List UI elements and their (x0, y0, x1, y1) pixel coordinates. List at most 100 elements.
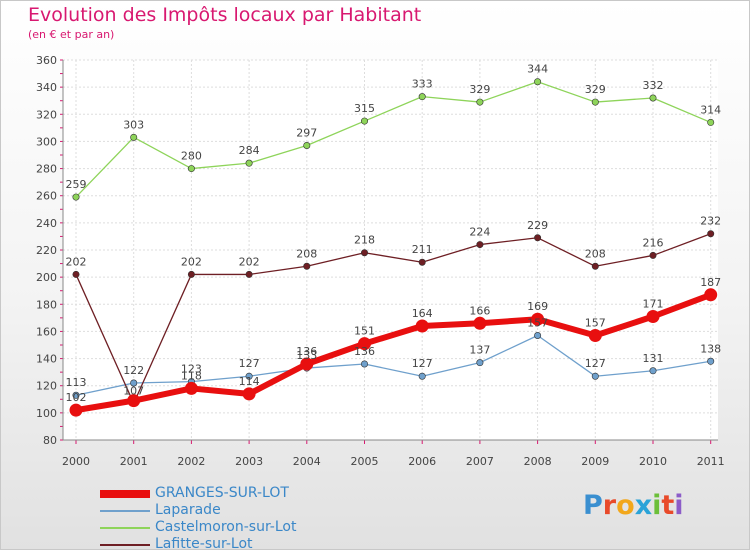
data-label: 329 (469, 83, 490, 96)
x-tick-label: 2003 (235, 455, 263, 468)
data-point (476, 359, 484, 367)
y-tick-label: 300 (36, 135, 57, 148)
chart-subtitle: (en € et par an) (28, 28, 115, 41)
data-label: 137 (469, 344, 490, 357)
x-tick-label: 2001 (120, 455, 148, 468)
data-point (300, 357, 314, 371)
legend-label: Laparade (155, 502, 221, 518)
data-point (646, 310, 660, 323)
y-tick-label: 340 (36, 81, 57, 94)
y-tick-label: 220 (36, 244, 57, 257)
data-point (588, 329, 602, 342)
data-label: 315 (354, 102, 375, 115)
data-point (245, 159, 253, 167)
data-point (649, 367, 657, 375)
data-label: 216 (643, 236, 664, 249)
x-tick-label: 2002 (177, 455, 205, 468)
y-tick-label: 260 (36, 190, 57, 203)
data-point (476, 241, 484, 249)
data-label: 208 (585, 247, 606, 260)
data-point (72, 270, 80, 278)
data-label: 122 (123, 364, 144, 377)
y-tick-label: 140 (36, 353, 57, 366)
data-point (358, 337, 371, 351)
data-point (418, 258, 426, 266)
data-label: 202 (181, 255, 202, 268)
legend-swatch (100, 490, 150, 498)
chart-title: Evolution des Impôts locaux par Habitant (28, 4, 422, 26)
series-line (75, 81, 712, 198)
data-label: 107 (123, 384, 144, 397)
x-tick-label: 2004 (293, 455, 321, 468)
data-point (415, 319, 429, 333)
legend-swatch (100, 544, 150, 546)
data-point (534, 78, 542, 86)
series-line (75, 334, 712, 396)
data-label: 280 (181, 150, 202, 163)
data-label: 297 (296, 127, 317, 140)
y-tick-label: 120 (36, 380, 57, 393)
data-point (473, 316, 487, 330)
data-label: 157 (527, 317, 548, 330)
data-point (418, 93, 426, 101)
data-point (130, 379, 138, 387)
legend-swatch (100, 510, 150, 512)
data-point (707, 118, 715, 126)
data-point (187, 165, 195, 173)
line-chart: 80 100 120 140 160 180 200 220 240 260 280 300 320 34… (36, 54, 725, 468)
data-label: 202 (66, 255, 87, 268)
data-point (72, 391, 80, 399)
y-tick-label: 100 (36, 407, 57, 420)
data-label: 136 (296, 345, 317, 358)
y-tick-label: 240 (36, 217, 57, 230)
data-label: 166 (469, 304, 490, 317)
data-label: 131 (643, 352, 664, 365)
data-point (476, 98, 484, 106)
data-point (245, 270, 253, 278)
x-tick-label: 2006 (408, 455, 436, 468)
legend-label: GRANGES-SUR-LOT (155, 485, 289, 501)
data-point (707, 230, 715, 238)
data-label: 102 (66, 391, 87, 404)
data-point (707, 357, 715, 365)
data-label: 114 (239, 375, 260, 388)
data-label: 284 (239, 144, 260, 157)
data-label: 333 (412, 78, 433, 91)
y-tick-label: 80 (43, 434, 57, 447)
y-tick-label: 320 (36, 108, 57, 121)
data-label: 151 (354, 325, 375, 338)
y-tick-label: 360 (36, 54, 57, 67)
data-label: 127 (585, 357, 606, 370)
data-label: 123 (181, 363, 202, 376)
data-label: 229 (527, 219, 548, 232)
data-point (184, 381, 198, 395)
data-label: 332 (643, 79, 664, 92)
data-label: 127 (412, 357, 433, 370)
data-label: 329 (585, 83, 606, 96)
data-label: 118 (181, 369, 202, 382)
data-point (303, 142, 311, 150)
data-label: 224 (469, 226, 490, 239)
x-tick-label: 2009 (581, 455, 609, 468)
series-line (75, 233, 712, 405)
data-point (534, 331, 542, 339)
data-point (72, 193, 80, 201)
data-label: 344 (527, 63, 548, 76)
data-point (127, 394, 141, 408)
data-label: 164 (412, 307, 433, 320)
data-point (649, 94, 657, 102)
data-label: 218 (354, 234, 375, 247)
y-tick-label: 200 (36, 271, 57, 284)
data-point (69, 403, 83, 417)
x-tick-label: 2010 (639, 455, 667, 468)
data-point (360, 117, 368, 125)
data-label: 127 (239, 357, 260, 370)
legend-swatch (100, 527, 150, 529)
data-point (245, 372, 253, 380)
data-label: 169 (527, 300, 548, 313)
x-tick-label: 2000 (62, 455, 90, 468)
proxiti-logo: Proxiti (583, 490, 684, 521)
data-label: 138 (700, 342, 721, 355)
data-point (704, 288, 718, 302)
legend-label: Castelmoron-sur-Lot (155, 519, 297, 535)
